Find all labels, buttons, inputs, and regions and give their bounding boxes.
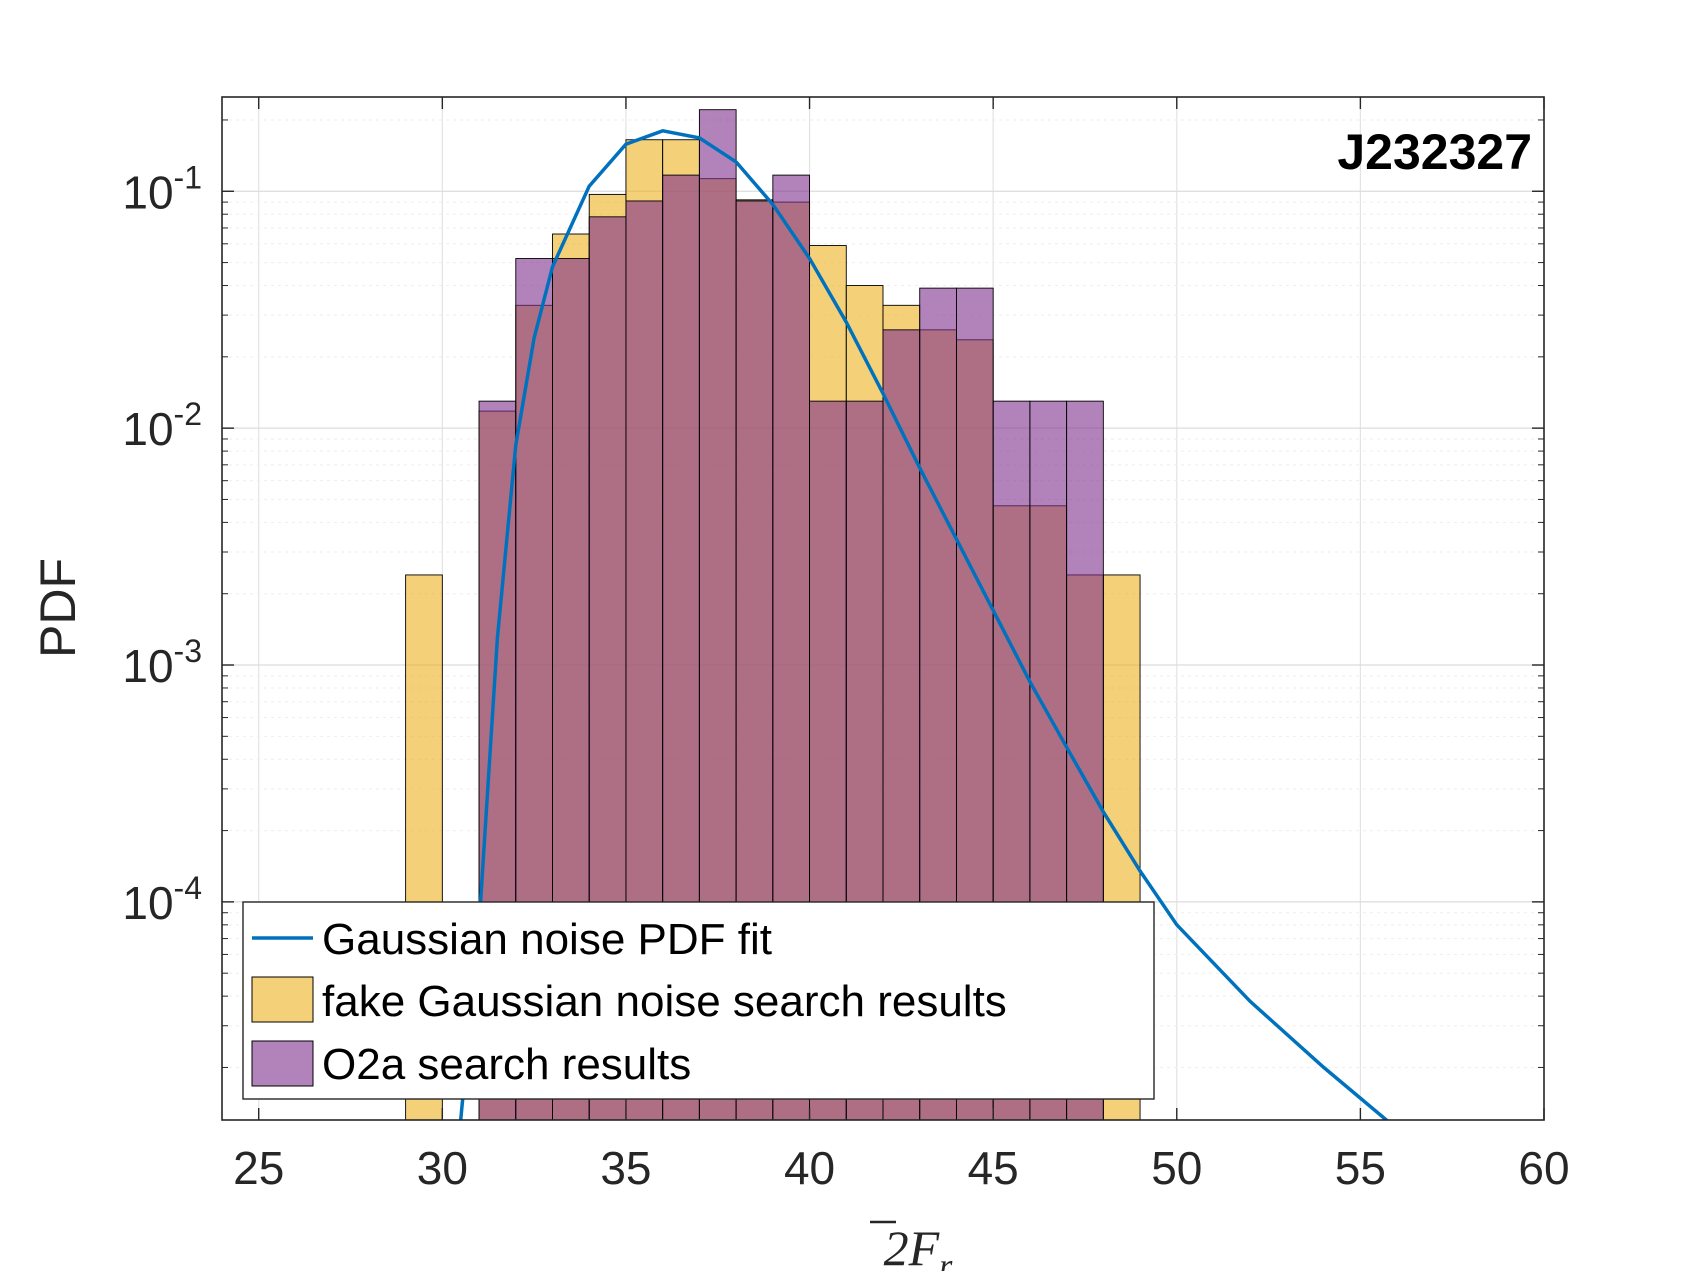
legend-swatch-o2a xyxy=(251,1040,314,1087)
y-axis-label: PDF xyxy=(30,558,86,658)
x-tick-label: 25 xyxy=(233,1142,284,1194)
legend-box xyxy=(242,901,1155,1100)
plot-frame xyxy=(221,96,1545,1121)
x-tick-label: 55 xyxy=(1335,1142,1386,1194)
x-tick-label: 35 xyxy=(600,1142,651,1194)
legend-swatch-fake xyxy=(251,976,314,1023)
fit-curve-line xyxy=(458,128,1390,1120)
x-axis-label-main: 2 xyxy=(884,1220,909,1271)
fit-curve-group xyxy=(458,128,1390,1120)
chart-annotation: J232327 xyxy=(1337,124,1532,180)
x-axis-label-sub: r xyxy=(939,1248,953,1271)
y-tick-label: 10-4 xyxy=(122,870,202,929)
legend-label-fit: Gaussian noise PDF fit xyxy=(322,915,772,964)
y-tick-label: 10-3 xyxy=(122,633,202,692)
x-tick-label: 40 xyxy=(784,1142,835,1194)
x-axis-label: 2Fr xyxy=(884,1220,954,1271)
x-tick-label: 50 xyxy=(1151,1142,1202,1194)
x-tick-label: 45 xyxy=(968,1142,1019,1194)
legend-label-fake: fake Gaussian noise search results xyxy=(322,977,1007,1026)
y-tick-label: 10-1 xyxy=(122,159,202,218)
y-tick-label: 10-2 xyxy=(122,396,202,455)
x-axis-label-var: F xyxy=(908,1220,940,1271)
axis-ticks: 25 30 35 40 45 50 55 60 10-1 10-2 10-3 10-4 xyxy=(122,97,1570,1194)
x-tick-label: 60 xyxy=(1518,1142,1569,1194)
legend: Gaussian noise PDF fit fake Gaussian noi… xyxy=(242,901,1155,1100)
legend-label-o2a: O2a search results xyxy=(322,1040,691,1089)
x-tick-label: 30 xyxy=(417,1142,468,1194)
